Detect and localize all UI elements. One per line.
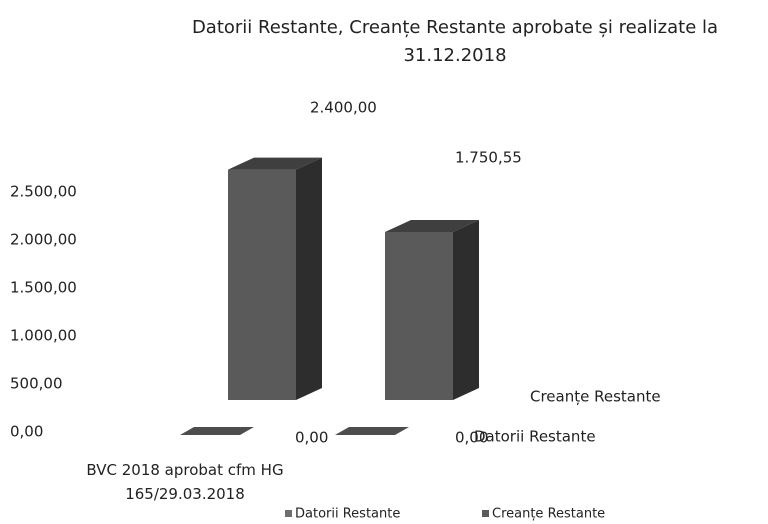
- legend-swatch: [482, 510, 489, 517]
- bar-side: [296, 157, 322, 400]
- bar-top: [180, 427, 254, 435]
- y-tick-label: 2.500,00: [10, 183, 77, 201]
- data-label: 0,00: [295, 429, 328, 447]
- y-tick-label: 0,00: [10, 423, 43, 441]
- bar: [335, 427, 409, 435]
- depth-axis-label: Datorii Restante: [474, 428, 596, 446]
- bar: [385, 219, 479, 400]
- y-tick-label: 500,00: [10, 375, 63, 393]
- y-tick-label: 1.500,00: [10, 279, 77, 297]
- x-tick-label: BVC 2018 aprobat cfm HG 165/29.03.2018: [86, 461, 284, 503]
- bar-front: [228, 169, 296, 400]
- data-label: 1.750,55: [455, 149, 522, 167]
- legend-swatch: [285, 510, 292, 517]
- y-tick-label: 2.000,00: [10, 231, 77, 249]
- bar-top: [335, 427, 409, 435]
- chart-title: Datorii Restante, Creanțe Restante aprob…: [191, 17, 719, 66]
- data-label: 0,00: [455, 429, 488, 447]
- data-label: 2.400,00: [310, 99, 377, 117]
- bar: [228, 157, 322, 400]
- depth-axis-label: Creanțe Restante: [530, 388, 661, 406]
- bar-top: [228, 157, 322, 170]
- legend-label: Datorii Restante: [295, 507, 400, 522]
- bar-top: [385, 219, 479, 232]
- legend-label: Creanțe Restante: [492, 507, 605, 522]
- bar: [180, 427, 254, 435]
- bar-front: [385, 231, 453, 400]
- y-tick-label: 1.000,00: [10, 327, 77, 345]
- bar-side: [453, 219, 479, 400]
